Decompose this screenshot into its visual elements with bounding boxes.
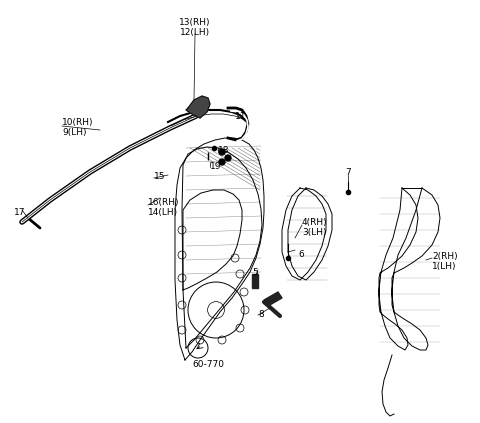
Text: 15: 15	[154, 172, 166, 181]
Circle shape	[219, 149, 225, 155]
Circle shape	[219, 159, 225, 165]
Text: 6: 6	[298, 250, 304, 259]
Circle shape	[225, 155, 231, 161]
Text: 5: 5	[252, 268, 258, 277]
Polygon shape	[264, 292, 282, 306]
Text: 19: 19	[210, 162, 221, 171]
Text: 8: 8	[258, 310, 264, 319]
Polygon shape	[186, 96, 210, 118]
Text: 7: 7	[345, 168, 351, 177]
Text: 60-770: 60-770	[192, 360, 224, 369]
Text: 10(RH)
9(LH): 10(RH) 9(LH)	[62, 118, 94, 137]
Polygon shape	[252, 274, 258, 288]
Text: 2(RH)
1(LH): 2(RH) 1(LH)	[432, 252, 457, 272]
Text: 18: 18	[218, 146, 229, 155]
Text: 17: 17	[14, 208, 25, 217]
Text: 13(RH)
12(LH): 13(RH) 12(LH)	[179, 18, 211, 37]
Text: 4(RH)
3(LH): 4(RH) 3(LH)	[302, 218, 328, 237]
Text: 11: 11	[235, 112, 247, 121]
Text: 16(RH)
14(LH): 16(RH) 14(LH)	[148, 198, 180, 217]
